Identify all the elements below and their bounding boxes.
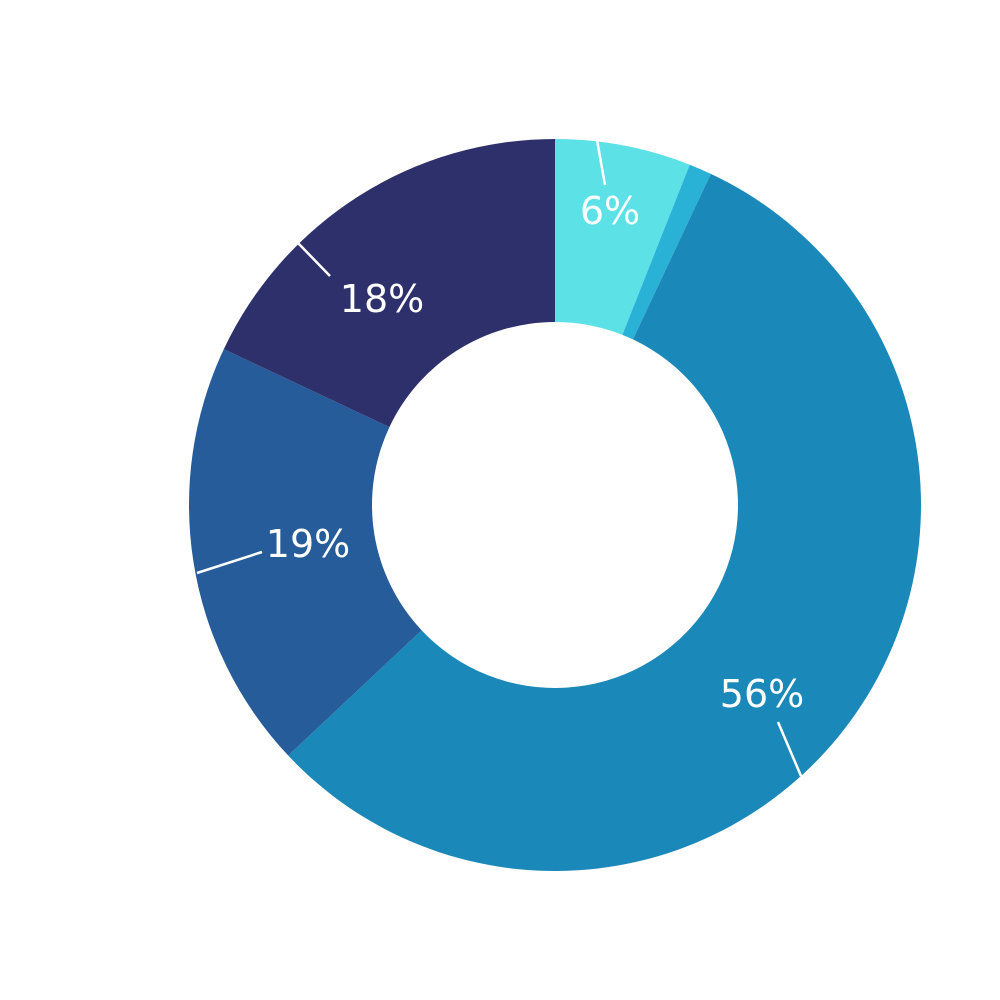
- data-label: 18%: [340, 277, 424, 321]
- leader-line: [595, 139, 607, 186]
- leader-line: [196, 550, 263, 575]
- donut-slice: [288, 173, 922, 872]
- donut-slice: [555, 139, 690, 335]
- data-label: 56%: [720, 672, 804, 716]
- donut-slice: [189, 349, 422, 756]
- donut-slice: [622, 164, 711, 340]
- leader-line: [776, 721, 803, 777]
- data-label: 6%: [580, 189, 640, 233]
- leader-line: [297, 242, 331, 277]
- donut-slice: [223, 139, 555, 428]
- data-label: 19%: [266, 522, 350, 566]
